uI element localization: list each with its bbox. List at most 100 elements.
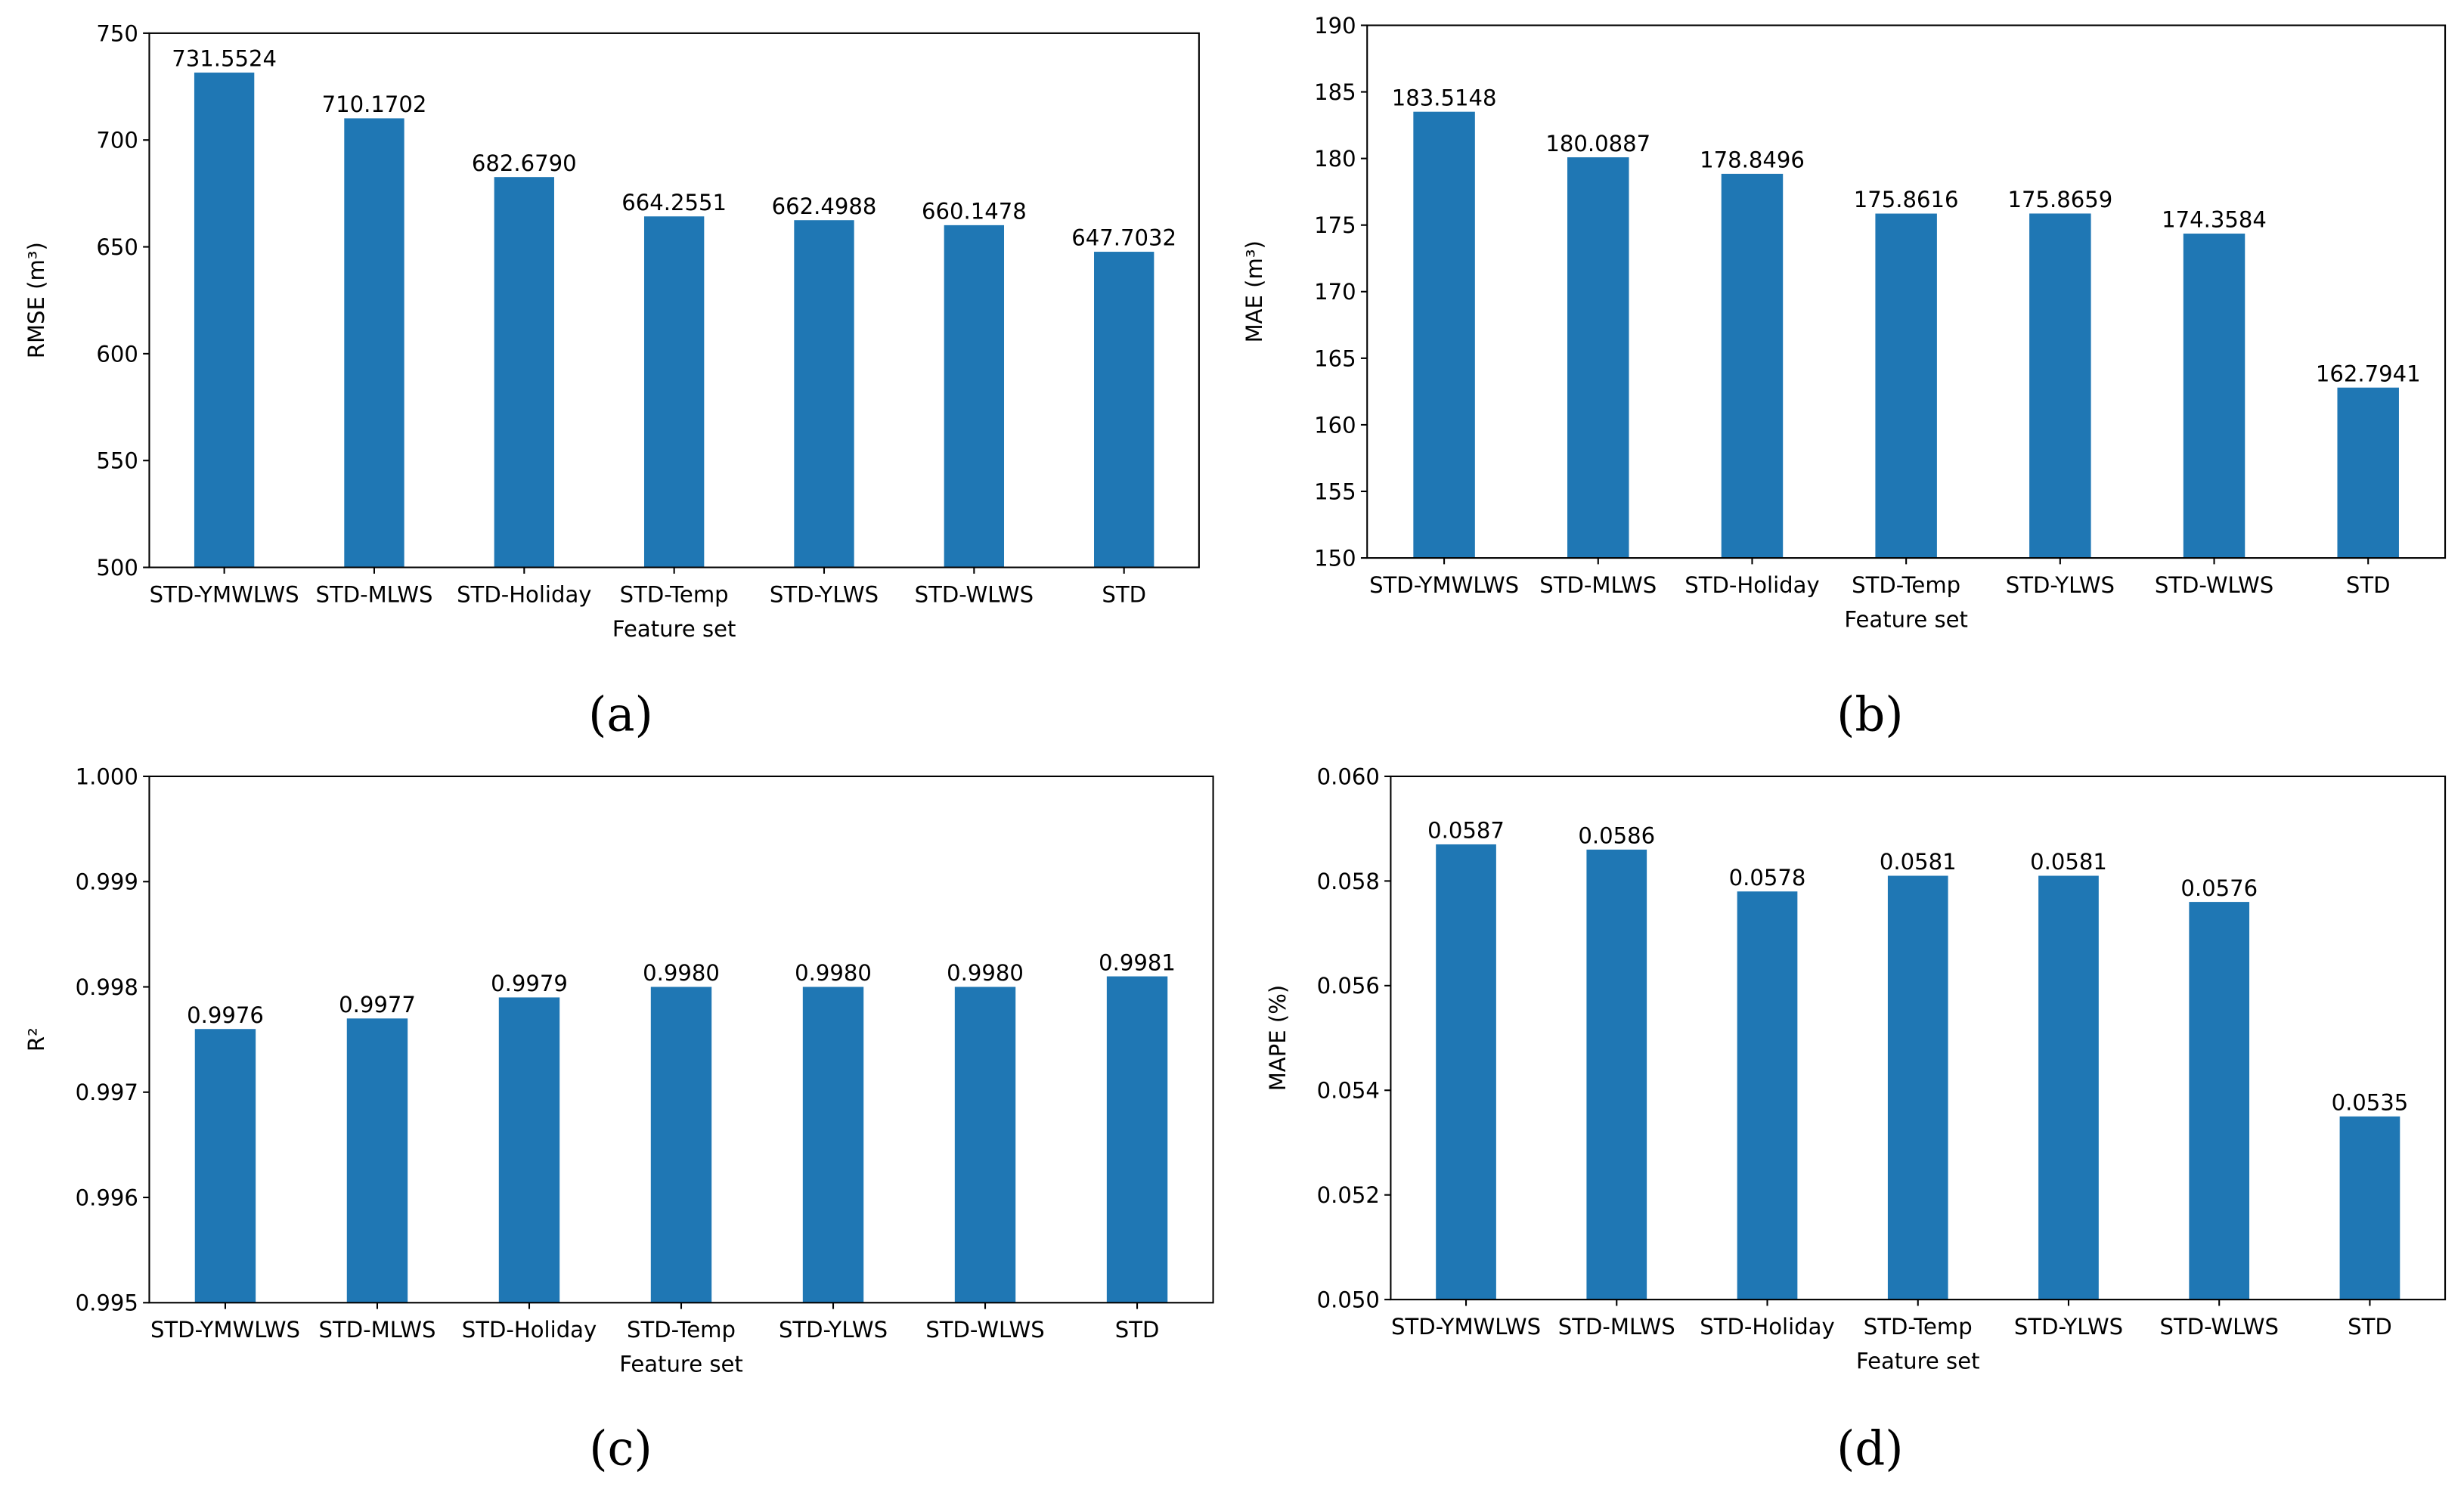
bar (2038, 875, 2099, 1300)
x-tick-label: STD-Holiday (1700, 1314, 1834, 1340)
y-axis-label: MAPE (%) (1265, 985, 1291, 1091)
bar (1737, 891, 1798, 1300)
y-tick-label: 650 (96, 234, 138, 260)
value-label: 0.0578 (1729, 865, 1806, 891)
bar (2029, 213, 2091, 559)
x-tick-label: STD-YMWLWS (1391, 1314, 1541, 1340)
bar (944, 225, 1005, 568)
y-tick-label: 750 (96, 20, 138, 46)
bar (346, 1018, 408, 1303)
axes-frame (148, 32, 1200, 568)
y-tick-label: 0.050 (1317, 1287, 1380, 1313)
caption: (c) (589, 1420, 652, 1476)
x-tick-label: STD-WLWS (925, 1317, 1044, 1343)
x-tick-label: STD-Holiday (457, 581, 591, 607)
x-tick-label: STD-YLWS (2014, 1314, 2123, 1340)
bar (1875, 213, 1937, 559)
y-tick-label: 0.052 (1317, 1182, 1380, 1208)
y-tick-label: 0.060 (1317, 764, 1380, 789)
x-axis-label: Feature set (619, 1352, 743, 1377)
x-tick-label: STD-Holiday (462, 1317, 597, 1343)
bar (194, 1029, 256, 1303)
y-tick-label: 0.054 (1317, 1078, 1380, 1104)
x-tick-label: STD (2348, 1314, 2392, 1340)
x-tick-label: STD-Temp (620, 581, 729, 607)
y-tick-label: 0.996 (76, 1185, 138, 1210)
bar (1106, 976, 1168, 1303)
x-axis-label: Feature set (612, 616, 736, 642)
x-tick-label: STD-YLWS (770, 581, 879, 607)
value-label: 0.9980 (947, 960, 1024, 986)
bar (643, 216, 705, 568)
x-tick-label: STD-YLWS (2006, 572, 2115, 598)
value-label: 660.1478 (922, 199, 1027, 225)
value-label: 710.1702 (322, 91, 427, 117)
y-axis-label: RMSE (m³) (23, 242, 49, 358)
x-tick-label: STD (2346, 572, 2391, 598)
x-tick-label: STD-WLWS (2159, 1314, 2278, 1340)
bar (794, 220, 854, 568)
value-label: 0.0581 (1880, 849, 1957, 875)
x-tick-label: STD-Temp (627, 1317, 736, 1343)
y-tick-label: 500 (96, 555, 138, 581)
x-tick-label: STD (1102, 581, 1146, 607)
y-axis-label: R² (23, 1027, 49, 1052)
bar (2337, 387, 2399, 559)
y-tick-label: 550 (96, 448, 138, 474)
x-axis-label: Feature set (1844, 607, 1968, 633)
x-tick-label: STD-YLWS (779, 1317, 888, 1343)
value-label: 174.3584 (2162, 207, 2267, 233)
bar (494, 177, 554, 568)
value-label: 183.5148 (1392, 85, 1497, 110)
value-label: 0.9980 (643, 960, 720, 986)
y-tick-label: 185 (1314, 79, 1356, 105)
x-tick-label: STD-Temp (1864, 1314, 1973, 1340)
bar (2339, 1116, 2400, 1300)
value-label: 731.5524 (172, 46, 277, 72)
x-tick-label: STD-MLWS (319, 1317, 436, 1343)
y-tick-label: 170 (1314, 279, 1356, 305)
value-label: 162.7941 (2316, 361, 2421, 386)
x-tick-label: STD-YMWLWS (150, 1317, 300, 1343)
y-tick-label: 600 (96, 341, 138, 367)
y-tick-label: 0.058 (1317, 869, 1380, 894)
bar (344, 118, 404, 568)
value-label: 0.9976 (187, 1002, 264, 1028)
y-tick-label: 160 (1314, 412, 1356, 438)
y-tick-label: 700 (96, 128, 138, 153)
value-label: 0.0586 (1578, 823, 1655, 849)
y-tick-label: 175 (1314, 212, 1356, 238)
value-label: 0.0535 (2332, 1090, 2409, 1116)
y-tick-label: 190 (1314, 13, 1356, 39)
bar (194, 73, 255, 568)
value-label: 662.4988 (772, 194, 877, 219)
bar (1094, 252, 1155, 568)
y-tick-label: 0.056 (1317, 973, 1380, 999)
value-label: 682.6790 (472, 150, 577, 176)
x-tick-label: STD (1115, 1317, 1160, 1343)
bar (1567, 157, 1629, 559)
bar (954, 987, 1016, 1303)
y-tick-label: 155 (1314, 479, 1356, 504)
value-label: 175.8616 (1854, 187, 1959, 212)
bar (650, 987, 712, 1303)
y-tick-label: 180 (1314, 146, 1356, 172)
bar (1413, 111, 1475, 559)
axes-frame (148, 775, 1214, 1304)
y-axis-label: MAE (m³) (1241, 240, 1267, 342)
x-axis-label: Feature set (1856, 1349, 1980, 1374)
x-tick-label: STD-MLWS (1539, 572, 1657, 598)
x-tick-label: STD-MLWS (1558, 1314, 1675, 1340)
bar (1721, 173, 1784, 559)
value-label: 664.2551 (621, 190, 727, 215)
x-tick-label: STD-Holiday (1685, 572, 1819, 598)
y-tick-label: 165 (1314, 345, 1356, 371)
y-tick-label: 0.999 (76, 869, 138, 895)
x-tick-label: STD-Temp (1852, 572, 1960, 598)
x-tick-label: STD-YMWLWS (1369, 572, 1519, 598)
value-label: 178.8496 (1700, 147, 1805, 173)
x-tick-label: STD-MLWS (315, 581, 432, 607)
bar (1436, 844, 1496, 1300)
